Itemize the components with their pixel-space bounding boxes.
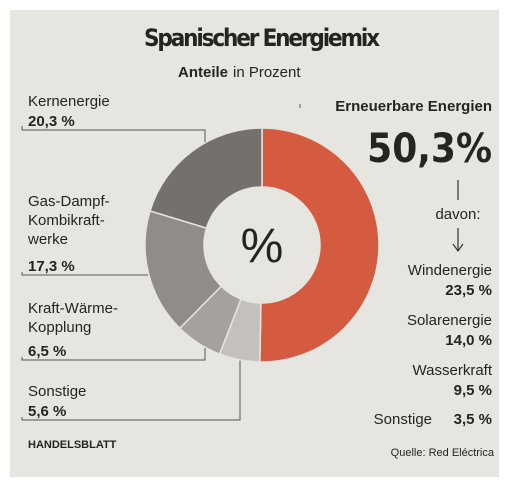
breakdown-value: 14,0 % [445, 332, 492, 349]
subtitle: in Prozent [233, 64, 301, 81]
segment-label: Kernenergie [28, 93, 110, 110]
chart-title: Spanischer Energiemix [144, 24, 380, 52]
breakdown-label: Windenergie [408, 262, 492, 279]
segment-value: 17,3 % [28, 258, 75, 275]
subtitle-bold: Anteile [178, 64, 228, 81]
segment-value: 6,5 % [28, 343, 66, 360]
donut-segment [259, 127, 380, 363]
segment-value: 5,6 % [28, 403, 66, 420]
publisher: HANDELSBLATT [28, 439, 117, 451]
leaders [21, 104, 301, 421]
donut-segment [149, 127, 263, 230]
segment-label: Erneuerbare Energien [335, 98, 492, 115]
breakdown-value: 3,5 % [454, 411, 492, 428]
breakdown-label: Sonstige [374, 411, 432, 428]
segment-label: Sonstige [28, 383, 86, 400]
segment-value: 50,3% [367, 126, 492, 172]
breakdown-intro: davon: [435, 206, 480, 223]
donut-segment [144, 210, 223, 330]
segment-label: Kraft-Wärme-Kopplung [28, 300, 118, 336]
breakdown-value: 9,5 % [454, 382, 492, 399]
breakdown-label: Wasserkraft [413, 362, 493, 379]
breakdown-value: 23,5 % [445, 282, 492, 299]
panel [10, 10, 499, 477]
arrow [452, 243, 464, 253]
segment-value: 20,3 % [28, 113, 75, 130]
center-label: % [241, 220, 284, 273]
source: Quelle: Red Eléctrica [391, 447, 495, 459]
segment-label: Gas-Dampf-Kombikraft-werke [27, 193, 110, 248]
breakdown-label: Solarenergie [407, 312, 492, 329]
